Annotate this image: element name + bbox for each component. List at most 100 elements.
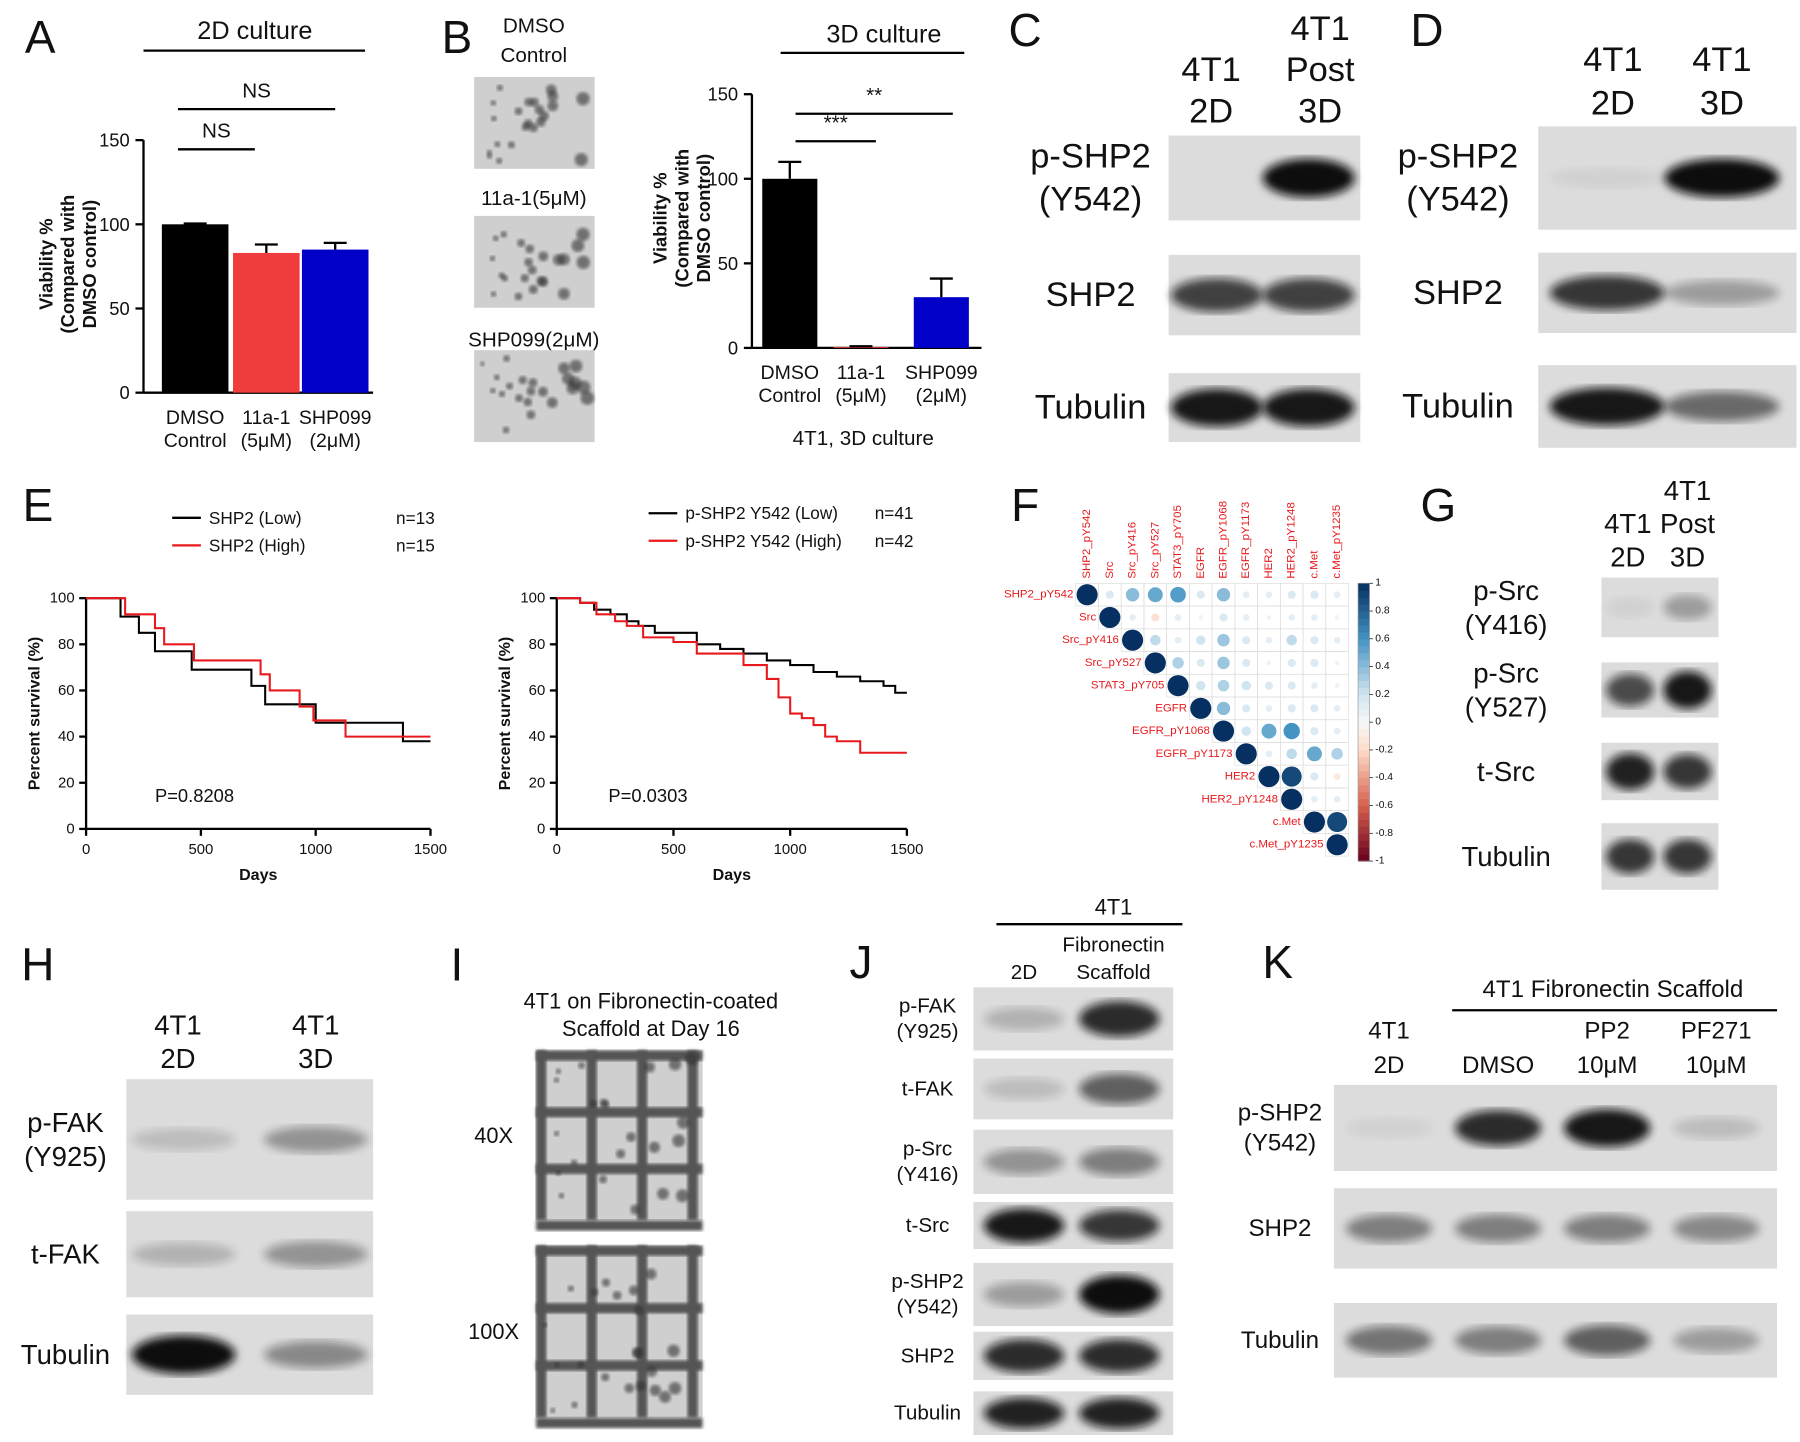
legend-label: p-SHP2 Y542 (High) xyxy=(685,531,842,551)
micrograph xyxy=(474,76,595,169)
row-label: SHP2 xyxy=(1248,1215,1311,1242)
row-label: Src_pY527 xyxy=(1085,657,1142,669)
blot-band xyxy=(1664,280,1780,306)
cell-cluster xyxy=(554,1362,560,1368)
blot-band xyxy=(264,1341,368,1369)
cell-cluster xyxy=(553,1077,560,1083)
scaffold-bar xyxy=(536,1220,703,1231)
x-tick-label: 11a-1 (5μM) xyxy=(241,407,292,452)
column-label: 2D xyxy=(160,1043,195,1074)
correlation-dot xyxy=(1196,590,1205,599)
y-tick-label: 150 xyxy=(99,130,130,151)
cell-cluster xyxy=(571,1401,578,1409)
blot-band xyxy=(1455,1110,1542,1146)
colorbar-segment xyxy=(1358,749,1370,758)
cell-cluster xyxy=(493,374,500,381)
column-label: Src_pY527 xyxy=(1149,522,1161,579)
correlation-dot xyxy=(1258,766,1280,788)
correlation-dot xyxy=(1266,660,1272,666)
y-axis-label: DMSO control) xyxy=(79,200,100,329)
blot-band xyxy=(1079,1209,1160,1242)
correlation-dot xyxy=(1198,615,1204,620)
correlation-dot xyxy=(1286,634,1297,646)
cell-cluster xyxy=(580,391,595,405)
scaffold-bar xyxy=(536,1245,703,1256)
blot-band xyxy=(1605,673,1655,707)
cell-cluster xyxy=(490,100,497,106)
blot-band xyxy=(1079,1073,1160,1105)
correlation-dot xyxy=(1327,812,1348,833)
image-label: 11a-1(5μM) xyxy=(481,187,587,210)
panel-letter: B xyxy=(442,11,473,63)
cell-cluster xyxy=(645,1365,658,1377)
row-label: EGFR_pY1068 xyxy=(1132,725,1210,737)
cell-cluster xyxy=(489,255,496,262)
column-label: PF271 xyxy=(1681,1017,1752,1044)
micrograph xyxy=(536,1050,703,1221)
blot-band xyxy=(1079,1147,1160,1176)
row-label: t-FAK xyxy=(31,1239,101,1270)
row-label: SHP2_pY542 xyxy=(1004,589,1074,601)
x-tick-label: 0 xyxy=(82,841,90,858)
bar xyxy=(161,224,229,393)
cell-cluster xyxy=(635,1380,646,1392)
x-tick-label: 500 xyxy=(188,841,213,858)
correlation-dot xyxy=(1334,683,1340,689)
y-tick-label: 150 xyxy=(707,84,738,105)
row-label: Tubulin xyxy=(1241,1327,1319,1354)
cell-cluster xyxy=(649,1384,661,1397)
bar xyxy=(233,252,300,393)
column-label: 10μM xyxy=(1577,1052,1638,1079)
cell-cluster xyxy=(503,355,510,362)
colorbar-label: -0.8 xyxy=(1375,828,1393,839)
cell-cluster xyxy=(566,381,579,395)
cell-cluster xyxy=(514,292,523,301)
column-label: DMSO xyxy=(1462,1052,1534,1079)
column-label: 4T1 xyxy=(1290,10,1349,48)
blot-band xyxy=(983,1148,1065,1175)
legend-label: SHP2 (High) xyxy=(209,535,306,555)
correlation-dot xyxy=(1265,636,1273,644)
colorbar-label: -0.6 xyxy=(1375,800,1393,811)
correlation-dot xyxy=(1310,772,1319,781)
column-label: HER2_pY1248 xyxy=(1286,502,1298,579)
scaffold-bar xyxy=(636,1050,648,1221)
colorbar-label: -1 xyxy=(1375,856,1384,867)
y-tick-label: 60 xyxy=(58,682,75,699)
cell-cluster xyxy=(631,1347,643,1358)
column-label: STAT3_pY705 xyxy=(1172,505,1184,579)
colorbar-label: 0.8 xyxy=(1375,606,1390,617)
correlation-dot xyxy=(1122,629,1144,651)
significance-label: ** xyxy=(866,84,882,107)
column-label: 3D xyxy=(1700,84,1744,122)
scaffold-bar xyxy=(536,1360,703,1371)
colorbar-segment xyxy=(1358,645,1370,654)
colorbar-segment xyxy=(1358,742,1370,751)
y-tick-label: 100 xyxy=(50,590,75,607)
correlation-dot xyxy=(1333,795,1341,803)
row-label: (Y542) xyxy=(1244,1129,1316,1156)
cell-cluster xyxy=(672,1134,686,1148)
p-value: P=0.8208 xyxy=(155,785,234,806)
y-tick-label: 80 xyxy=(529,636,546,653)
scaffold-bar xyxy=(687,1050,698,1221)
row-label: Src xyxy=(1079,611,1096,623)
colorbar-segment xyxy=(1358,784,1370,793)
panel-letter: K xyxy=(1262,936,1293,988)
cell-cluster xyxy=(486,149,493,156)
correlation-dot xyxy=(1265,750,1273,758)
row-label: p-SHP2 xyxy=(891,1270,963,1293)
survival-line xyxy=(556,597,907,754)
colorbar-segment xyxy=(1358,847,1370,855)
column-label: EGFR_pY1068 xyxy=(1217,501,1229,579)
cell-cluster xyxy=(542,1322,548,1328)
correlation-dot xyxy=(1311,795,1318,803)
colorbar-segment xyxy=(1358,729,1370,737)
column-label: 4T1 xyxy=(1664,475,1711,506)
y-tick-label: 20 xyxy=(529,774,546,791)
error-bar xyxy=(323,241,347,250)
cell-cluster xyxy=(492,235,499,242)
colorbar-segment xyxy=(1358,680,1370,688)
blot-band xyxy=(1564,1109,1651,1147)
